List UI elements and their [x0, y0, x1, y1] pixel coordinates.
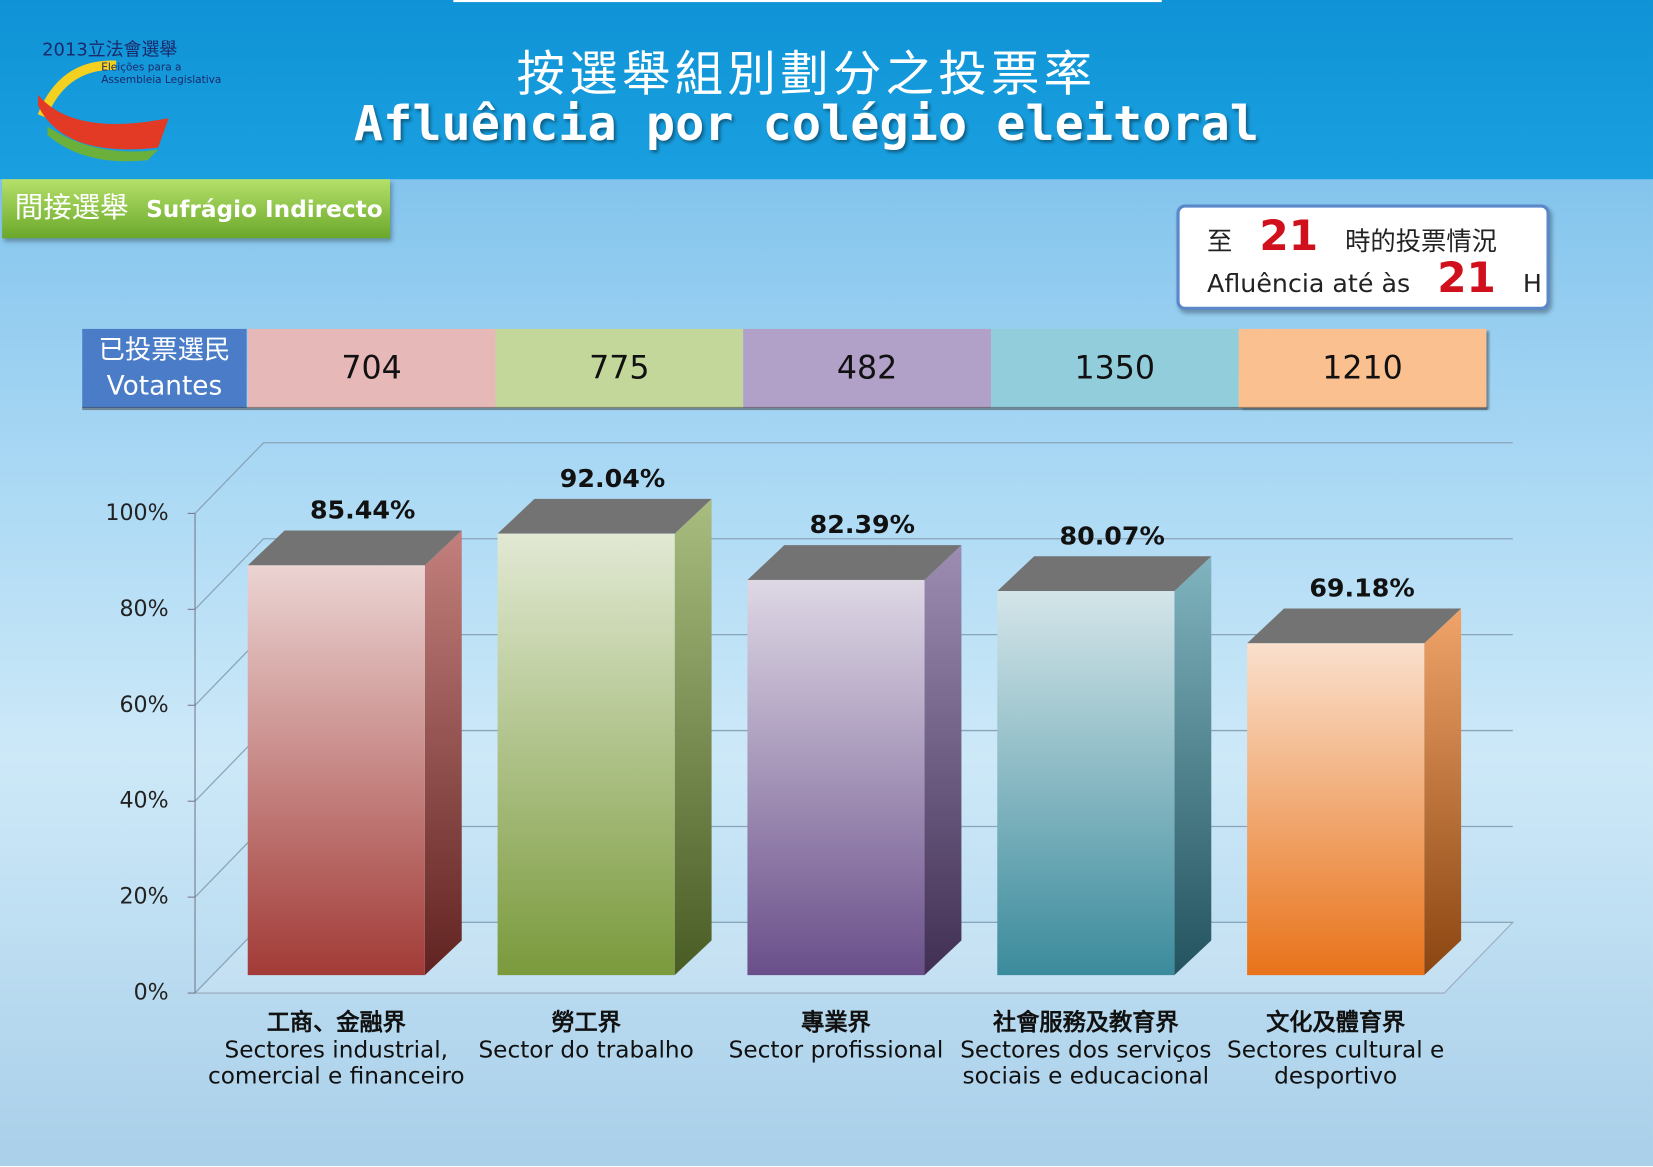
- bar-top: [1247, 608, 1462, 644]
- table-shadow: [82, 406, 1488, 411]
- category-label: 勞工界: [551, 1009, 621, 1037]
- time-hour: 21: [1259, 211, 1319, 261]
- section-zh: 間接選舉: [14, 191, 129, 225]
- bar: [1247, 643, 1425, 976]
- category-description: Sectores cultural e desportivo: [1227, 1037, 1445, 1091]
- bar: [997, 591, 1175, 976]
- y-tick-label: 100%: [105, 500, 168, 526]
- bar-top: [747, 545, 962, 580]
- value-label: 92.04%: [560, 464, 665, 493]
- voters-cell: 1350: [990, 328, 1239, 408]
- category-description: Sector profissional: [728, 1037, 944, 1064]
- y-tick-label: 60%: [119, 692, 168, 718]
- voters-header: 已投票選民 Votantes: [82, 328, 247, 408]
- grid-line: [194, 538, 1513, 610]
- time-text: H: [1522, 268, 1542, 299]
- bar-side: [924, 545, 962, 976]
- time-text: 時的投票情況: [1345, 226, 1497, 257]
- logo-subtitle: Eleições para a: [101, 61, 181, 73]
- bar-side: [1424, 608, 1462, 976]
- value-label: 69.18%: [1309, 574, 1414, 603]
- header-rule: [453, 0, 1162, 3]
- category-description: Sector do trabalho: [478, 1037, 694, 1064]
- bar: [247, 565, 425, 976]
- header-bar: [0, 0, 1653, 180]
- value-label: 82.39%: [810, 510, 915, 539]
- voters-label-pt: Votantes: [106, 370, 223, 401]
- value-label: 85.44%: [310, 496, 415, 525]
- category-description: Sectores dos serviços sociais e educacio…: [960, 1037, 1212, 1091]
- time-box: 至 21 時的投票情況 Afluência até às 21 H: [1176, 204, 1550, 310]
- bar-side: [424, 530, 462, 976]
- y-tick-label: 0%: [134, 980, 169, 1006]
- y-tick-label: 80%: [119, 596, 168, 622]
- logo-subtitle: Assembleia Legislativa: [101, 74, 221, 86]
- bar-top: [497, 498, 712, 534]
- bar-side: [1174, 556, 1212, 976]
- logo: 2013立法會選舉 Eleições para a Assembleia Leg…: [37, 40, 221, 162]
- bar: [747, 579, 925, 976]
- category-label: 文化及體育界: [1266, 1009, 1406, 1037]
- voters-cell: 775: [495, 328, 744, 408]
- category-label: 社會服務及教育界: [993, 1009, 1179, 1037]
- subtitle: Afluência por colégio eleitoral: [353, 94, 1259, 152]
- section-tag: 間接選舉 Sufrágio Indirecto: [2, 179, 391, 239]
- logo-title: 2013立法會選舉: [42, 40, 177, 61]
- time-text: 至: [1207, 226, 1233, 257]
- y-tick-label: 20%: [119, 884, 168, 910]
- bar-top: [997, 556, 1212, 592]
- section-pt: Sufrágio Indirecto: [146, 197, 383, 224]
- bar-top: [247, 530, 462, 566]
- category-label: 專業界: [801, 1009, 871, 1037]
- title: 按選舉組別劃分之投票率: [516, 45, 1097, 103]
- voters-cell: 482: [743, 328, 991, 408]
- category-description: Sectores industrial, comercial e finance…: [207, 1037, 465, 1091]
- time-hour: 21: [1437, 254, 1496, 303]
- bar: [497, 533, 675, 976]
- category-label: 工商、金融界: [266, 1009, 406, 1037]
- time-text: Afluência até às: [1207, 268, 1411, 299]
- grid-line: [194, 442, 1513, 514]
- voters-label-zh: 已投票選民: [98, 334, 231, 365]
- y-tick-label: 40%: [119, 788, 168, 814]
- bar-side: [674, 498, 712, 976]
- voters-cell: 1210: [1238, 328, 1487, 408]
- voters-cell: 704: [247, 328, 496, 408]
- value-label: 80.07%: [1059, 521, 1164, 550]
